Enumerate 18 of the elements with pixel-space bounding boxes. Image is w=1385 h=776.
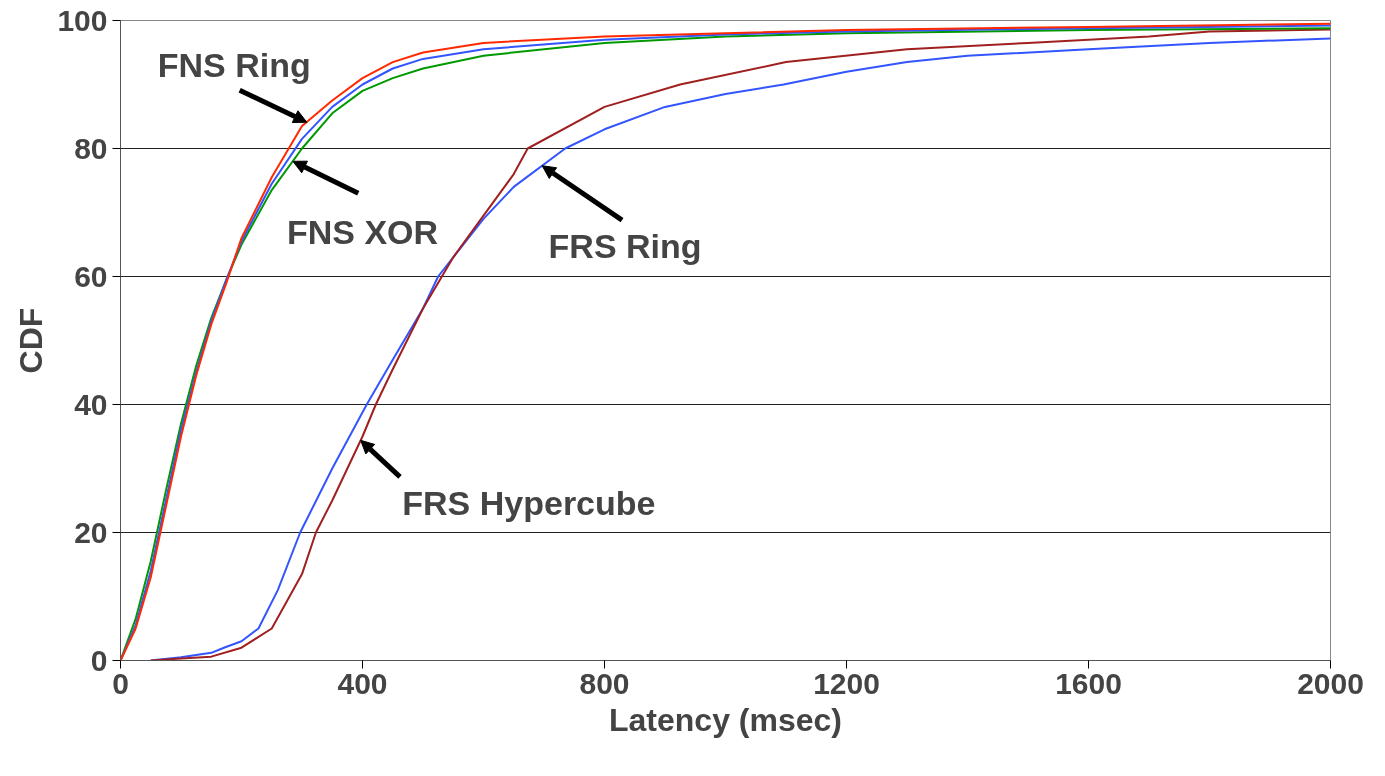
annotation: FRS Ring <box>548 226 702 265</box>
y-tick-label: 40 <box>74 387 108 421</box>
annotation: FNS Ring <box>157 45 311 84</box>
y-axis-title: CDF <box>13 307 50 374</box>
annotation: FRS Hypercube <box>402 484 656 523</box>
x-tick-label: 0 <box>112 666 129 700</box>
x-tick-label: 400 <box>337 666 388 700</box>
y-tick-label: 20 <box>74 515 108 549</box>
x-axis-title: Latency (msec) <box>609 701 842 738</box>
x-tick-label: 2000 <box>1297 666 1364 700</box>
x-tick-label: 1200 <box>813 666 880 700</box>
y-tick-label: 60 <box>74 259 108 293</box>
annotation: FNS XOR <box>286 212 439 251</box>
x-tick-label: 800 <box>579 666 630 700</box>
y-tick-label: 100 <box>57 3 108 37</box>
y-tick-label: 0 <box>90 643 108 677</box>
y-tick-label: 80 <box>74 131 108 165</box>
x-tick-label: 1600 <box>1055 666 1122 700</box>
